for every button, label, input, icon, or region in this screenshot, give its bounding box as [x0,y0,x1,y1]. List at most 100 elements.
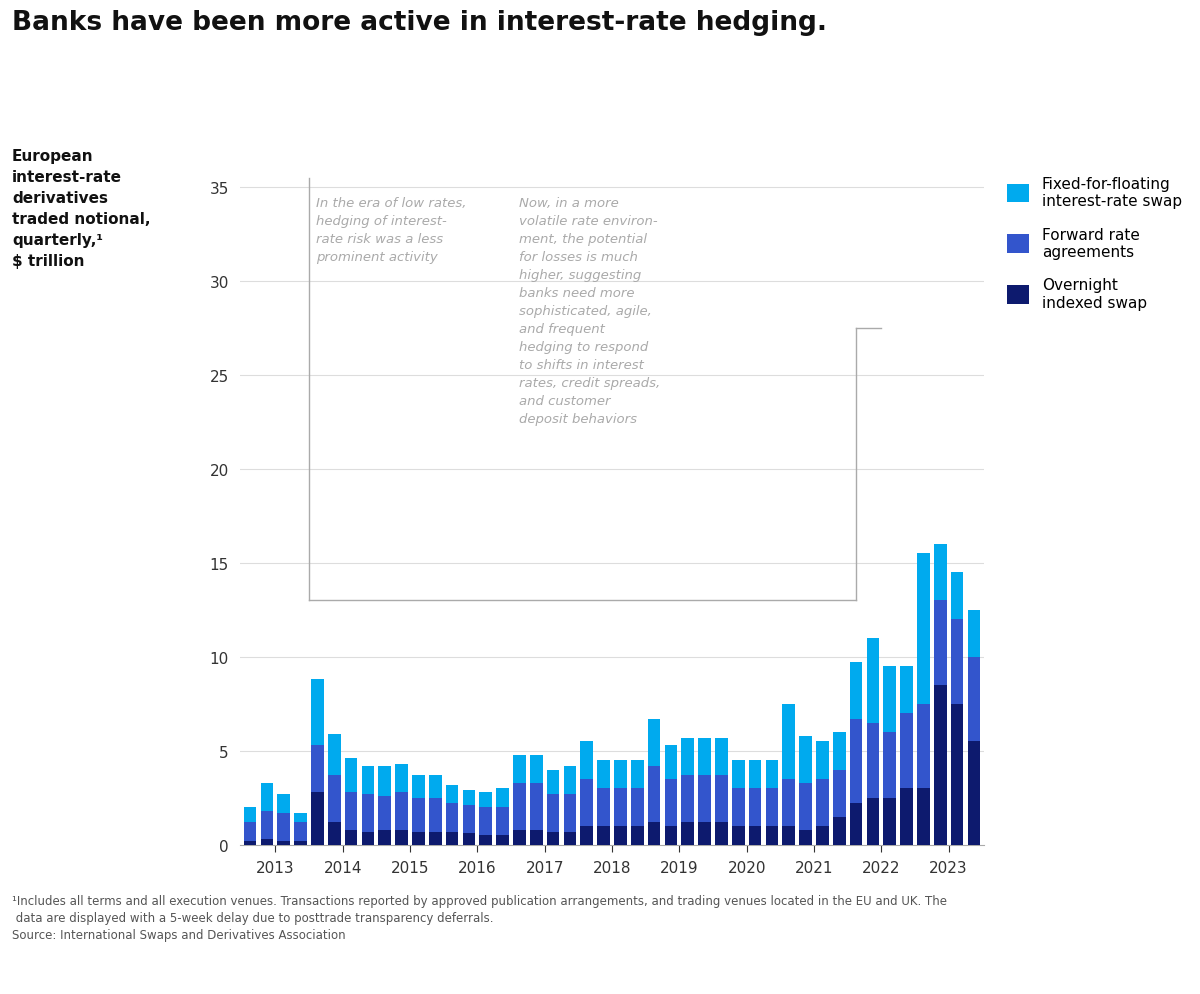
Bar [665,746,677,779]
Bar [866,723,880,798]
Bar [514,783,526,830]
Bar [480,807,492,836]
Bar [866,798,880,845]
Bar [598,826,610,845]
Bar [850,663,863,719]
Bar [547,832,559,845]
Bar [614,788,626,826]
Bar [917,704,930,788]
Bar [850,719,863,803]
Bar [833,769,846,817]
Bar [564,832,576,845]
Bar [967,610,980,657]
Bar [361,794,374,832]
Bar [766,826,779,845]
Bar [378,796,391,830]
Bar [497,807,509,836]
Bar [749,788,761,826]
Bar [361,766,374,794]
Bar [581,742,593,779]
Bar [277,813,290,841]
Bar [934,685,947,845]
Bar [395,792,408,830]
Bar [445,832,458,845]
Bar [934,600,947,685]
Bar [514,754,526,783]
Bar [428,798,442,832]
Bar [344,792,358,830]
Bar [311,680,324,746]
Bar [480,792,492,807]
Bar [900,714,913,788]
Bar [530,754,542,783]
Bar [260,783,274,811]
Bar [883,798,896,845]
Bar [950,704,964,845]
Bar [412,798,425,832]
Bar [445,785,458,803]
Bar [294,841,307,845]
Bar [294,813,307,822]
Text: European
interest-rate
derivatives
traded notional,
quarterly,¹
$ trillion: European interest-rate derivatives trade… [12,149,150,269]
Bar [866,638,880,723]
Bar [950,573,964,619]
Bar [799,783,812,830]
Bar [782,704,796,779]
Bar [900,788,913,845]
Bar [530,783,542,830]
Bar [631,826,643,845]
Legend: Fixed-for-floating
interest-rate swap, Forward rate
agreements, Overnight
indexe: Fixed-for-floating interest-rate swap, F… [1007,177,1182,310]
Bar [598,788,610,826]
Bar [715,775,727,822]
Bar [428,832,442,845]
Bar [244,807,257,822]
Bar [311,746,324,792]
Bar [344,758,358,792]
Bar [631,788,643,826]
Bar [378,830,391,845]
Bar [244,841,257,845]
Bar [766,760,779,788]
Text: Banks have been more active in interest-rate hedging.: Banks have been more active in interest-… [12,10,827,36]
Bar [749,760,761,788]
Bar [665,779,677,826]
Bar [614,760,626,788]
Bar [698,775,710,822]
Bar [445,803,458,832]
Bar [412,775,425,798]
Bar [463,834,475,845]
Text: Now, in a more
volatile rate environ-
ment, the potential
for losses is much
hig: Now, in a more volatile rate environ- me… [520,197,661,425]
Bar [816,742,829,779]
Bar [497,788,509,807]
Bar [564,766,576,794]
Bar [883,667,896,733]
Bar [395,830,408,845]
Bar [395,764,408,792]
Bar [715,738,727,775]
Bar [749,826,761,845]
Bar [328,822,341,845]
Bar [698,822,710,845]
Bar [732,760,744,788]
Bar [732,826,744,845]
Text: In the era of low rates,
hedging of interest-
rate risk was a less
prominent act: In the era of low rates, hedging of inte… [316,197,467,264]
Bar [682,822,694,845]
Bar [614,826,626,845]
Bar [344,830,358,845]
Bar [950,619,964,704]
Bar [782,826,796,845]
Bar [816,826,829,845]
Bar [463,790,475,805]
Bar [277,841,290,845]
Bar [463,805,475,834]
Bar [514,830,526,845]
Bar [715,822,727,845]
Bar [917,554,930,704]
Bar [900,667,913,714]
Bar [530,830,542,845]
Bar [277,794,290,813]
Bar [682,738,694,775]
Bar [648,719,660,766]
Bar [648,766,660,822]
Bar [917,788,930,845]
